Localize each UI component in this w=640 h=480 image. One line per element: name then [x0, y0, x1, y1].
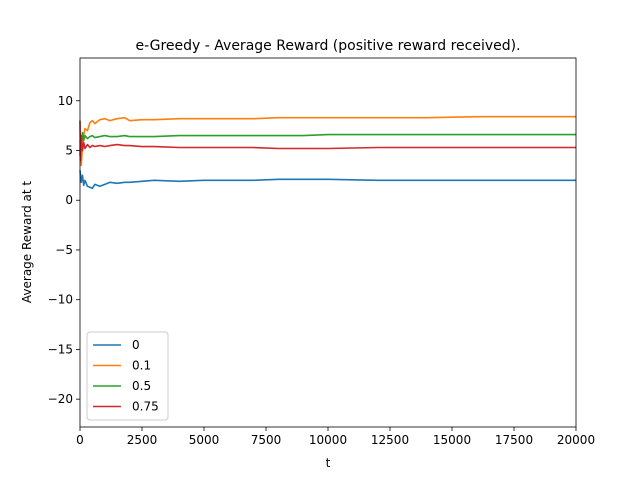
x-axis-ticks: 0 2500 5000 7500 10000 12500 15000 17500 20000 — [76, 427, 595, 447]
series-line-0 — [79, 170, 576, 190]
y-axis-label: Average Reward at t — [20, 181, 34, 303]
legend-entry-label: 0.75 — [132, 400, 159, 414]
y-tick-label: −10 — [48, 293, 73, 307]
series-line-2 — [79, 131, 576, 156]
series-line-1 — [79, 115, 576, 167]
x-tick-label: 12500 — [371, 433, 409, 447]
legend-entry-label: 0 — [132, 338, 140, 352]
chart-title: e-Greedy - Average Reward (positive rewa… — [135, 38, 520, 54]
x-tick-label: 10000 — [309, 433, 347, 447]
x-tick-label: 17500 — [495, 433, 533, 447]
legend-entry-label: 0.5 — [132, 379, 151, 393]
y-tick-label: −20 — [48, 392, 73, 406]
y-tick-label: −15 — [48, 342, 73, 356]
legend: 0 0.1 0.5 0.75 — [86, 331, 169, 421]
x-tick-label: 7500 — [251, 433, 282, 447]
x-tick-label: 20000 — [557, 433, 595, 447]
x-tick-label: 0 — [76, 433, 84, 447]
y-tick-label: 10 — [58, 94, 73, 108]
x-axis-label: t — [326, 456, 331, 470]
y-tick-label: 0 — [65, 193, 73, 207]
legend-box — [86, 331, 169, 421]
legend-entry-label: 0.1 — [132, 359, 151, 373]
y-tick-label: −5 — [55, 243, 73, 257]
x-tick-label: 2500 — [127, 433, 158, 447]
y-tick-label: 5 — [65, 143, 73, 157]
x-tick-label: 5000 — [189, 433, 220, 447]
series-line-3 — [79, 120, 576, 162]
y-axis-ticks: −20 −15 −10 −5 0 5 10 — [48, 94, 80, 406]
plot-series — [79, 115, 576, 190]
x-tick-label: 15000 — [433, 433, 471, 447]
